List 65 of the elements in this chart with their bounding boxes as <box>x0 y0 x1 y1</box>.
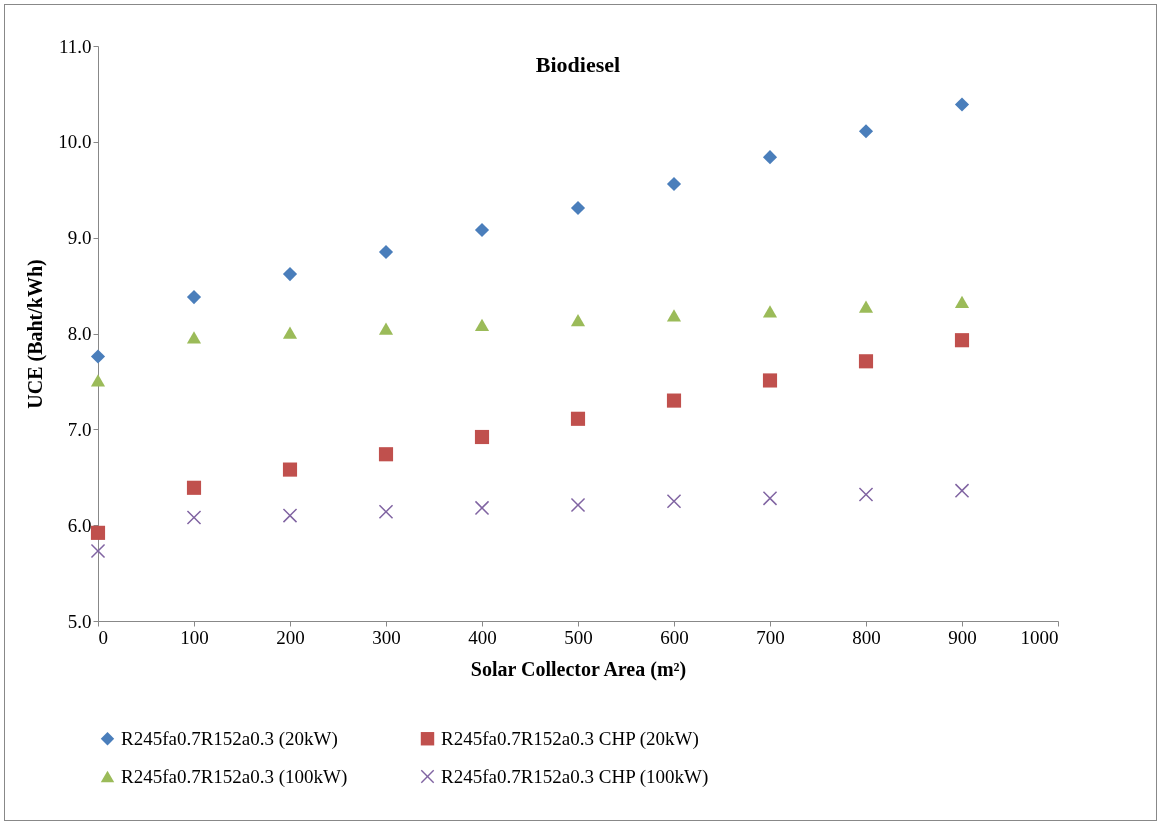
chart-title: Biodiesel <box>535 52 621 77</box>
x-tick-label: 700 <box>756 626 785 648</box>
y-axis-title: UCE (Baht/kWh) <box>24 259 48 409</box>
point <box>954 295 970 308</box>
point <box>378 322 394 335</box>
x-tick-label: 500 <box>564 626 593 648</box>
y-tick-label: 6.0 <box>67 514 92 536</box>
point <box>90 543 106 559</box>
x-tick-label: 100 <box>180 626 209 648</box>
point <box>186 331 202 344</box>
point <box>282 267 298 282</box>
point <box>186 480 202 495</box>
y-tick-label: 10.0 <box>58 131 92 153</box>
x-tick-label: 900 <box>948 626 977 648</box>
point <box>186 510 202 525</box>
x-tick-label: 200 <box>276 626 305 648</box>
point <box>474 500 490 515</box>
point <box>666 393 682 408</box>
legend-label: R245fa0.7R152a0.3 CHP (100kW) <box>441 765 709 788</box>
point <box>858 354 874 369</box>
point <box>762 491 778 506</box>
point <box>378 447 394 462</box>
point <box>90 349 106 364</box>
point <box>186 290 202 305</box>
point <box>474 318 490 331</box>
point <box>570 411 586 426</box>
x-tick-label: 800 <box>852 626 881 648</box>
point <box>762 305 778 318</box>
point <box>954 333 970 348</box>
point <box>666 494 682 509</box>
point <box>858 487 874 502</box>
point <box>570 200 586 216</box>
point <box>762 373 778 388</box>
x-tick-label: 400 <box>468 626 497 648</box>
point <box>666 309 682 322</box>
legend-label: R245fa0.7R152a0.3 (100kW) <box>121 765 348 788</box>
point <box>474 222 490 238</box>
point <box>858 300 874 313</box>
x-tick-label: 0 <box>98 626 108 648</box>
point <box>858 124 874 139</box>
x-axis-title: Solar Collector Area (m²) <box>470 657 687 681</box>
point <box>378 504 394 519</box>
y-tick-label: 8.0 <box>67 323 92 344</box>
legend-label: R245fa0.7R152a0.3 (20kW) <box>121 727 338 750</box>
point <box>954 97 970 112</box>
x-tick-label: 1000 <box>1020 626 1059 648</box>
point <box>570 497 586 513</box>
x-tick-label: 300 <box>372 626 401 648</box>
point <box>954 483 970 498</box>
point <box>282 462 298 477</box>
y-tick-label: 9.0 <box>67 227 92 249</box>
legend-label: R245fa0.7R152a0.3 CHP (20kW) <box>441 727 699 750</box>
point <box>90 374 106 387</box>
point <box>762 150 778 165</box>
x-tick-label: 600 <box>660 626 689 648</box>
point <box>474 429 490 445</box>
point <box>666 176 682 192</box>
y-tick-label: 5.0 <box>67 610 92 632</box>
point <box>282 326 298 339</box>
y-tick-label: 7.0 <box>67 418 92 440</box>
point <box>378 244 394 260</box>
point <box>90 525 106 540</box>
point <box>282 508 298 523</box>
y-tick-label: 11.0 <box>58 35 92 57</box>
point <box>570 313 586 327</box>
